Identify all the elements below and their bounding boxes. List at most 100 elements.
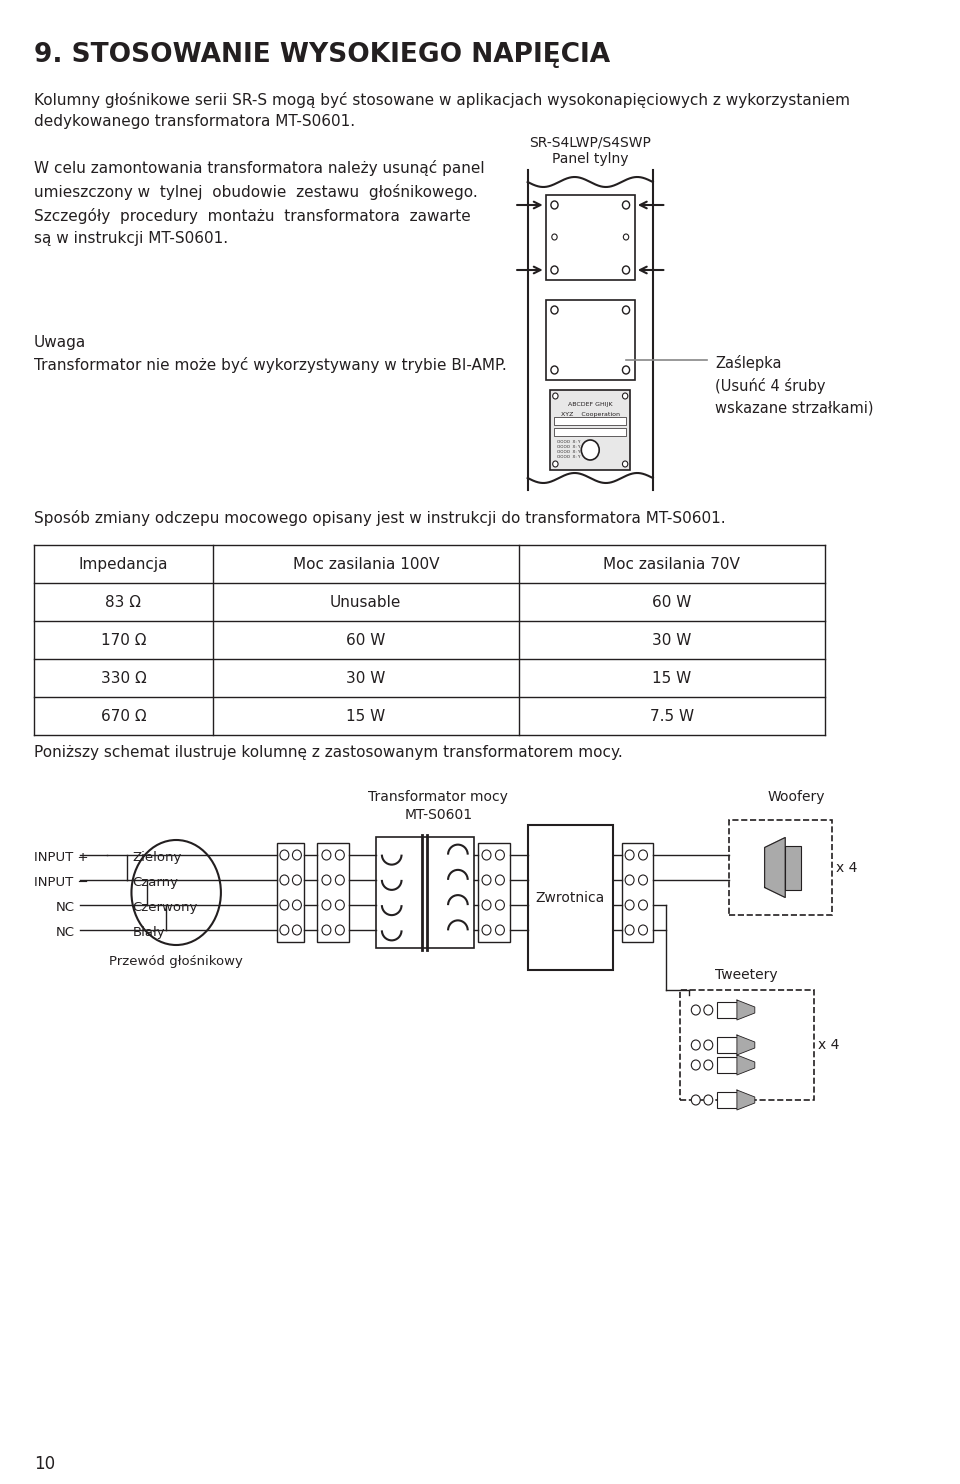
Circle shape bbox=[495, 925, 504, 935]
Circle shape bbox=[704, 1095, 712, 1106]
Text: W celu zamontowania transformatora należy usunąć panel
umieszczony w  tylnej  ob: W celu zamontowania transformatora należ… bbox=[34, 160, 485, 246]
Bar bbox=[729, 821, 831, 916]
Bar bbox=[717, 1037, 737, 1054]
Circle shape bbox=[622, 462, 628, 467]
Text: 60 W: 60 W bbox=[652, 595, 691, 610]
Bar bbox=[545, 300, 635, 380]
Text: Impedancja: Impedancja bbox=[79, 556, 168, 571]
Text: 60 W: 60 W bbox=[347, 632, 386, 647]
Circle shape bbox=[623, 234, 629, 240]
Text: 30 W: 30 W bbox=[347, 671, 386, 686]
Text: NC: NC bbox=[56, 901, 75, 914]
Circle shape bbox=[704, 1060, 712, 1070]
Text: Uwaga: Uwaga bbox=[34, 335, 86, 350]
Bar bbox=[550, 390, 631, 470]
Text: Zielony: Zielony bbox=[132, 850, 181, 864]
Bar bbox=[785, 846, 802, 889]
Circle shape bbox=[335, 925, 345, 935]
Circle shape bbox=[293, 850, 301, 861]
Circle shape bbox=[691, 1005, 700, 1015]
Text: 170 Ω: 170 Ω bbox=[101, 632, 146, 647]
Circle shape bbox=[691, 1095, 700, 1106]
Text: Woofery: Woofery bbox=[767, 789, 825, 804]
Text: Poniższy schemat ilustruje kolumnę z zastosowanym transformatorem mocy.: Poniższy schemat ilustruje kolumnę z zas… bbox=[34, 745, 623, 760]
Polygon shape bbox=[737, 1034, 755, 1055]
Circle shape bbox=[622, 306, 630, 315]
Polygon shape bbox=[765, 837, 785, 898]
Circle shape bbox=[625, 850, 634, 861]
Text: Zaślepka: Zaślepka bbox=[715, 355, 782, 371]
Text: SR-S4LWP/S4SWP: SR-S4LWP/S4SWP bbox=[529, 135, 651, 148]
Circle shape bbox=[495, 850, 504, 861]
Circle shape bbox=[322, 850, 331, 861]
Circle shape bbox=[638, 876, 647, 884]
Circle shape bbox=[704, 1040, 712, 1051]
Circle shape bbox=[551, 367, 558, 374]
Text: Zwrotnica: Zwrotnica bbox=[536, 890, 605, 905]
Bar bbox=[318, 843, 348, 942]
Circle shape bbox=[553, 393, 558, 399]
Text: 330 Ω: 330 Ω bbox=[101, 671, 146, 686]
Text: x 4: x 4 bbox=[818, 1037, 840, 1052]
Circle shape bbox=[280, 876, 289, 884]
Text: Przewód głośnikowy: Przewód głośnikowy bbox=[109, 956, 243, 968]
Text: (Usuńć 4 śruby
wskazane strzałkami): (Usuńć 4 śruby wskazane strzałkami) bbox=[715, 378, 874, 416]
Bar bbox=[277, 843, 304, 942]
Text: INPUT −: INPUT − bbox=[34, 876, 88, 889]
Text: Transformator nie może być wykorzystywany w trybie BI-AMP.: Transformator nie może być wykorzystywan… bbox=[34, 358, 507, 372]
Text: OOOO  X: Y: OOOO X: Y bbox=[557, 450, 581, 454]
Circle shape bbox=[495, 899, 504, 910]
Text: Sposób zmiany odczepu mocowego opisany jest w instrukcji do transformatora MT-S0: Sposób zmiany odczepu mocowego opisany j… bbox=[34, 510, 726, 525]
Circle shape bbox=[551, 200, 558, 209]
Text: OOOO  X: Y: OOOO X: Y bbox=[557, 456, 581, 459]
Text: Czarny: Czarny bbox=[132, 876, 179, 889]
Circle shape bbox=[335, 876, 345, 884]
Circle shape bbox=[638, 899, 647, 910]
Text: 10: 10 bbox=[34, 1454, 55, 1474]
Text: XYZ    Cooperation: XYZ Cooperation bbox=[561, 413, 620, 417]
Circle shape bbox=[552, 234, 557, 240]
Text: Transformator mocy: Transformator mocy bbox=[369, 789, 508, 804]
Text: 670 Ω: 670 Ω bbox=[101, 708, 146, 724]
Circle shape bbox=[551, 306, 558, 315]
Bar bbox=[555, 427, 626, 436]
Circle shape bbox=[622, 367, 630, 374]
Bar bbox=[375, 837, 474, 948]
Text: 9. STOSOWANIE WYSOKIEGO NAPIĘCIA: 9. STOSOWANIE WYSOKIEGO NAPIĘCIA bbox=[34, 42, 611, 68]
Circle shape bbox=[280, 850, 289, 861]
Circle shape bbox=[482, 876, 491, 884]
Circle shape bbox=[625, 876, 634, 884]
Text: 30 W: 30 W bbox=[652, 632, 691, 647]
Text: Moc zasilania 100V: Moc zasilania 100V bbox=[293, 556, 439, 571]
Circle shape bbox=[622, 393, 628, 399]
Text: 15 W: 15 W bbox=[652, 671, 691, 686]
Text: Biały: Biały bbox=[132, 926, 165, 938]
Bar bbox=[680, 990, 814, 1100]
Circle shape bbox=[335, 899, 345, 910]
Circle shape bbox=[293, 925, 301, 935]
Bar bbox=[478, 843, 510, 942]
Text: Tweetery: Tweetery bbox=[715, 968, 778, 982]
Text: INPUT +: INPUT + bbox=[34, 850, 88, 864]
Bar bbox=[555, 417, 626, 424]
Circle shape bbox=[622, 266, 630, 275]
Bar bbox=[621, 843, 653, 942]
Circle shape bbox=[582, 439, 599, 460]
Circle shape bbox=[322, 876, 331, 884]
Circle shape bbox=[482, 899, 491, 910]
Text: OOOO  X: Y: OOOO X: Y bbox=[557, 445, 581, 450]
Bar bbox=[717, 1002, 737, 1018]
Circle shape bbox=[280, 899, 289, 910]
Circle shape bbox=[622, 200, 630, 209]
Text: 15 W: 15 W bbox=[347, 708, 385, 724]
Circle shape bbox=[293, 876, 301, 884]
Circle shape bbox=[625, 899, 634, 910]
Polygon shape bbox=[737, 1055, 755, 1074]
Circle shape bbox=[691, 1040, 700, 1051]
Bar bbox=[545, 194, 635, 280]
Text: 7.5 W: 7.5 W bbox=[650, 708, 694, 724]
Text: 83 Ω: 83 Ω bbox=[106, 595, 141, 610]
Text: Czerwony: Czerwony bbox=[132, 901, 198, 914]
Circle shape bbox=[625, 925, 634, 935]
Circle shape bbox=[280, 925, 289, 935]
